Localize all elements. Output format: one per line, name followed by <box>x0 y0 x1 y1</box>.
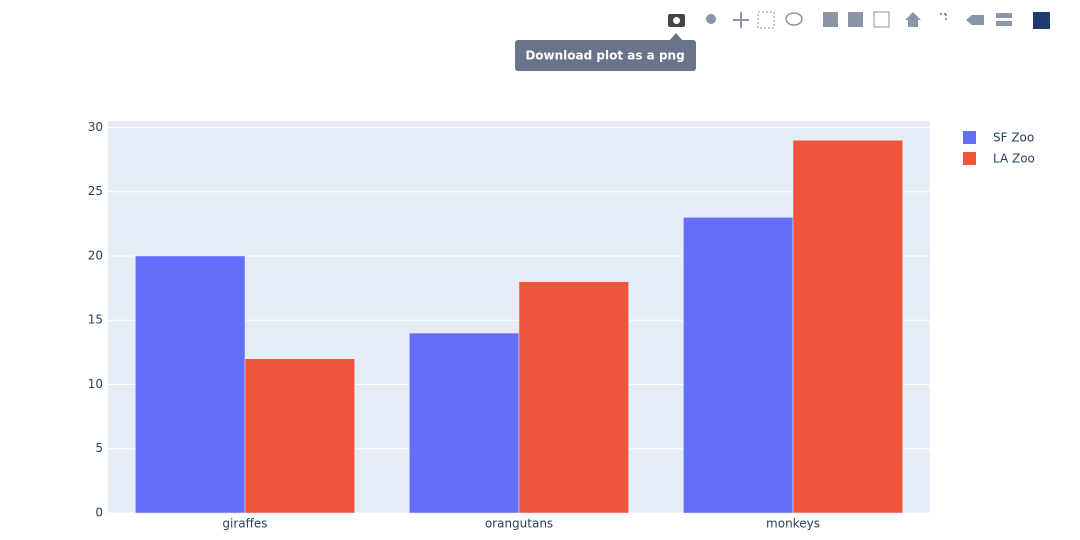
bar <box>135 255 246 514</box>
pan-button[interactable] <box>733 12 749 28</box>
zoom-button[interactable] <box>706 14 716 24</box>
box-select-button[interactable] <box>757 11 775 29</box>
tooltip-text: Download plot as a png <box>525 49 684 63</box>
reset-button[interactable] <box>905 12 921 27</box>
bar <box>518 281 629 514</box>
camera-lens <box>673 17 680 24</box>
zoom-out-button[interactable] <box>848 12 863 27</box>
modebar <box>668 11 1050 29</box>
x-tick-label: orangutans <box>485 517 553 531</box>
bar <box>409 332 520 514</box>
x-tick-label: monkeys <box>766 517 820 531</box>
legend-swatch <box>963 131 976 144</box>
legend-label: SF Zoo <box>993 131 1034 145</box>
spike-button[interactable] <box>940 13 947 22</box>
legend-swatch <box>963 152 976 165</box>
zoom-in-button[interactable] <box>823 12 838 27</box>
lasso-button[interactable] <box>785 12 803 26</box>
y-tick-label: 0 <box>95 506 103 520</box>
y-tick-label: 20 <box>88 248 103 262</box>
bar <box>792 140 903 514</box>
y-tick-label: 25 <box>88 184 103 198</box>
bar <box>683 217 794 514</box>
plotly-logo[interactable] <box>1033 12 1050 29</box>
y-tick-label: 10 <box>88 377 103 391</box>
autoscale-button[interactable] <box>873 11 890 28</box>
hover-closest-button[interactable] <box>966 15 984 25</box>
y-tick-label: 30 <box>88 120 103 134</box>
hover-compare-button[interactable] <box>996 13 1012 26</box>
y-tick-label: 15 <box>88 313 103 327</box>
bar <box>244 358 355 514</box>
y-tick-label: 5 <box>95 441 103 455</box>
legend-label: LA Zoo <box>993 152 1035 166</box>
tooltip <box>515 40 696 71</box>
tooltip-arrow <box>670 33 682 40</box>
x-tick-label: giraffes <box>222 517 267 531</box>
